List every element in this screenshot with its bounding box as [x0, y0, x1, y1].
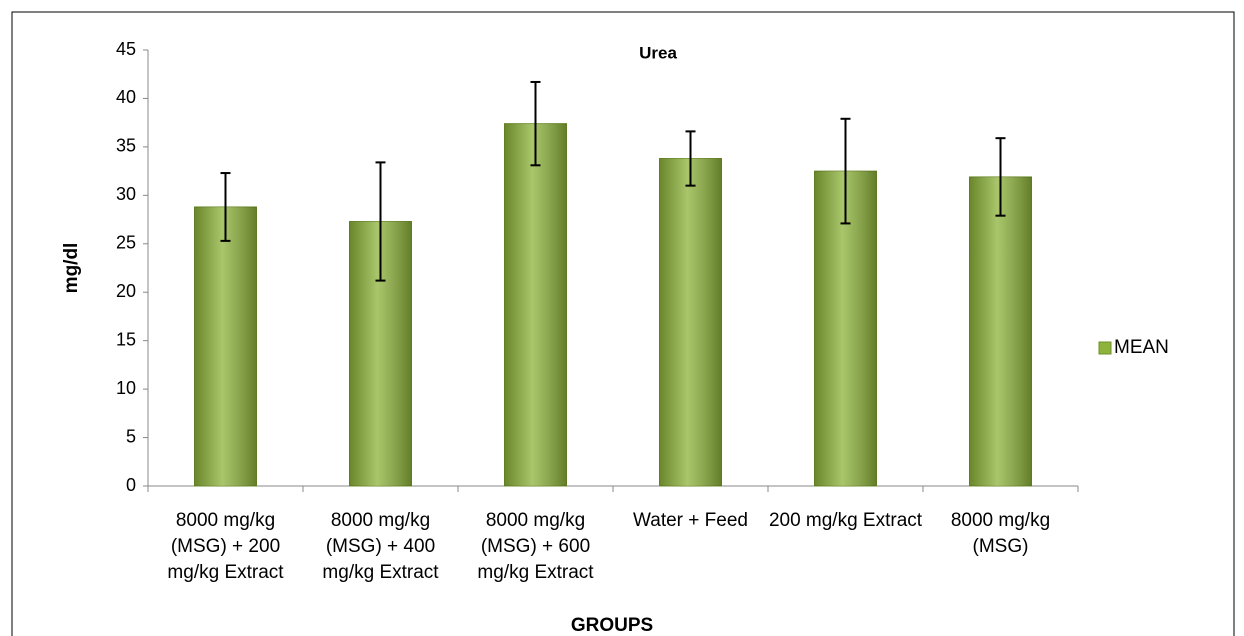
y-tick-label: 0	[126, 475, 136, 495]
x-tick-label: 8000 mg/kg (MSG) + 600 mg/kg Extract	[477, 510, 594, 583]
x-axis-label: GROUPS	[571, 615, 653, 636]
y-tick-label: 25	[116, 233, 136, 253]
x-tick-label: 8000 mg/kg (MSG) + 200 mg/kg Extract	[167, 510, 284, 583]
bar-shade	[969, 176, 1032, 486]
y-tick-label: 10	[116, 378, 136, 398]
error-bar	[375, 161, 386, 282]
y-axis-label: mg/dl	[61, 243, 82, 294]
bar-shade	[659, 158, 722, 486]
y-tick-label: 20	[116, 281, 136, 301]
x-tick-label: Water + Feed	[633, 510, 748, 531]
error-bar	[840, 117, 851, 225]
legend-label: MEAN	[1114, 337, 1169, 358]
x-tick-label: 8000 mg/kg (MSG)	[950, 510, 1051, 557]
error-bar	[220, 172, 231, 242]
legend-swatch	[1098, 341, 1112, 355]
y-tick-label: 30	[116, 184, 136, 204]
x-tick-label: 200 mg/kg Extract	[768, 510, 923, 531]
frame	[11, 11, 1235, 636]
error-bar	[530, 80, 541, 167]
error-bar	[995, 137, 1006, 217]
y-tick-label: 15	[116, 329, 136, 349]
y-tick-label: 45	[116, 39, 136, 59]
x-tick-label: 8000 mg/kg (MSG) + 400 mg/kg Extract	[322, 510, 439, 583]
chart-title: Urea	[639, 43, 677, 62]
bar-shade	[504, 123, 567, 486]
bar-shade	[194, 206, 257, 486]
y-tick-label: 40	[116, 87, 136, 107]
error-bar	[685, 130, 696, 187]
y-tick-label: 35	[116, 136, 136, 156]
y-tick-label: 5	[126, 426, 136, 446]
